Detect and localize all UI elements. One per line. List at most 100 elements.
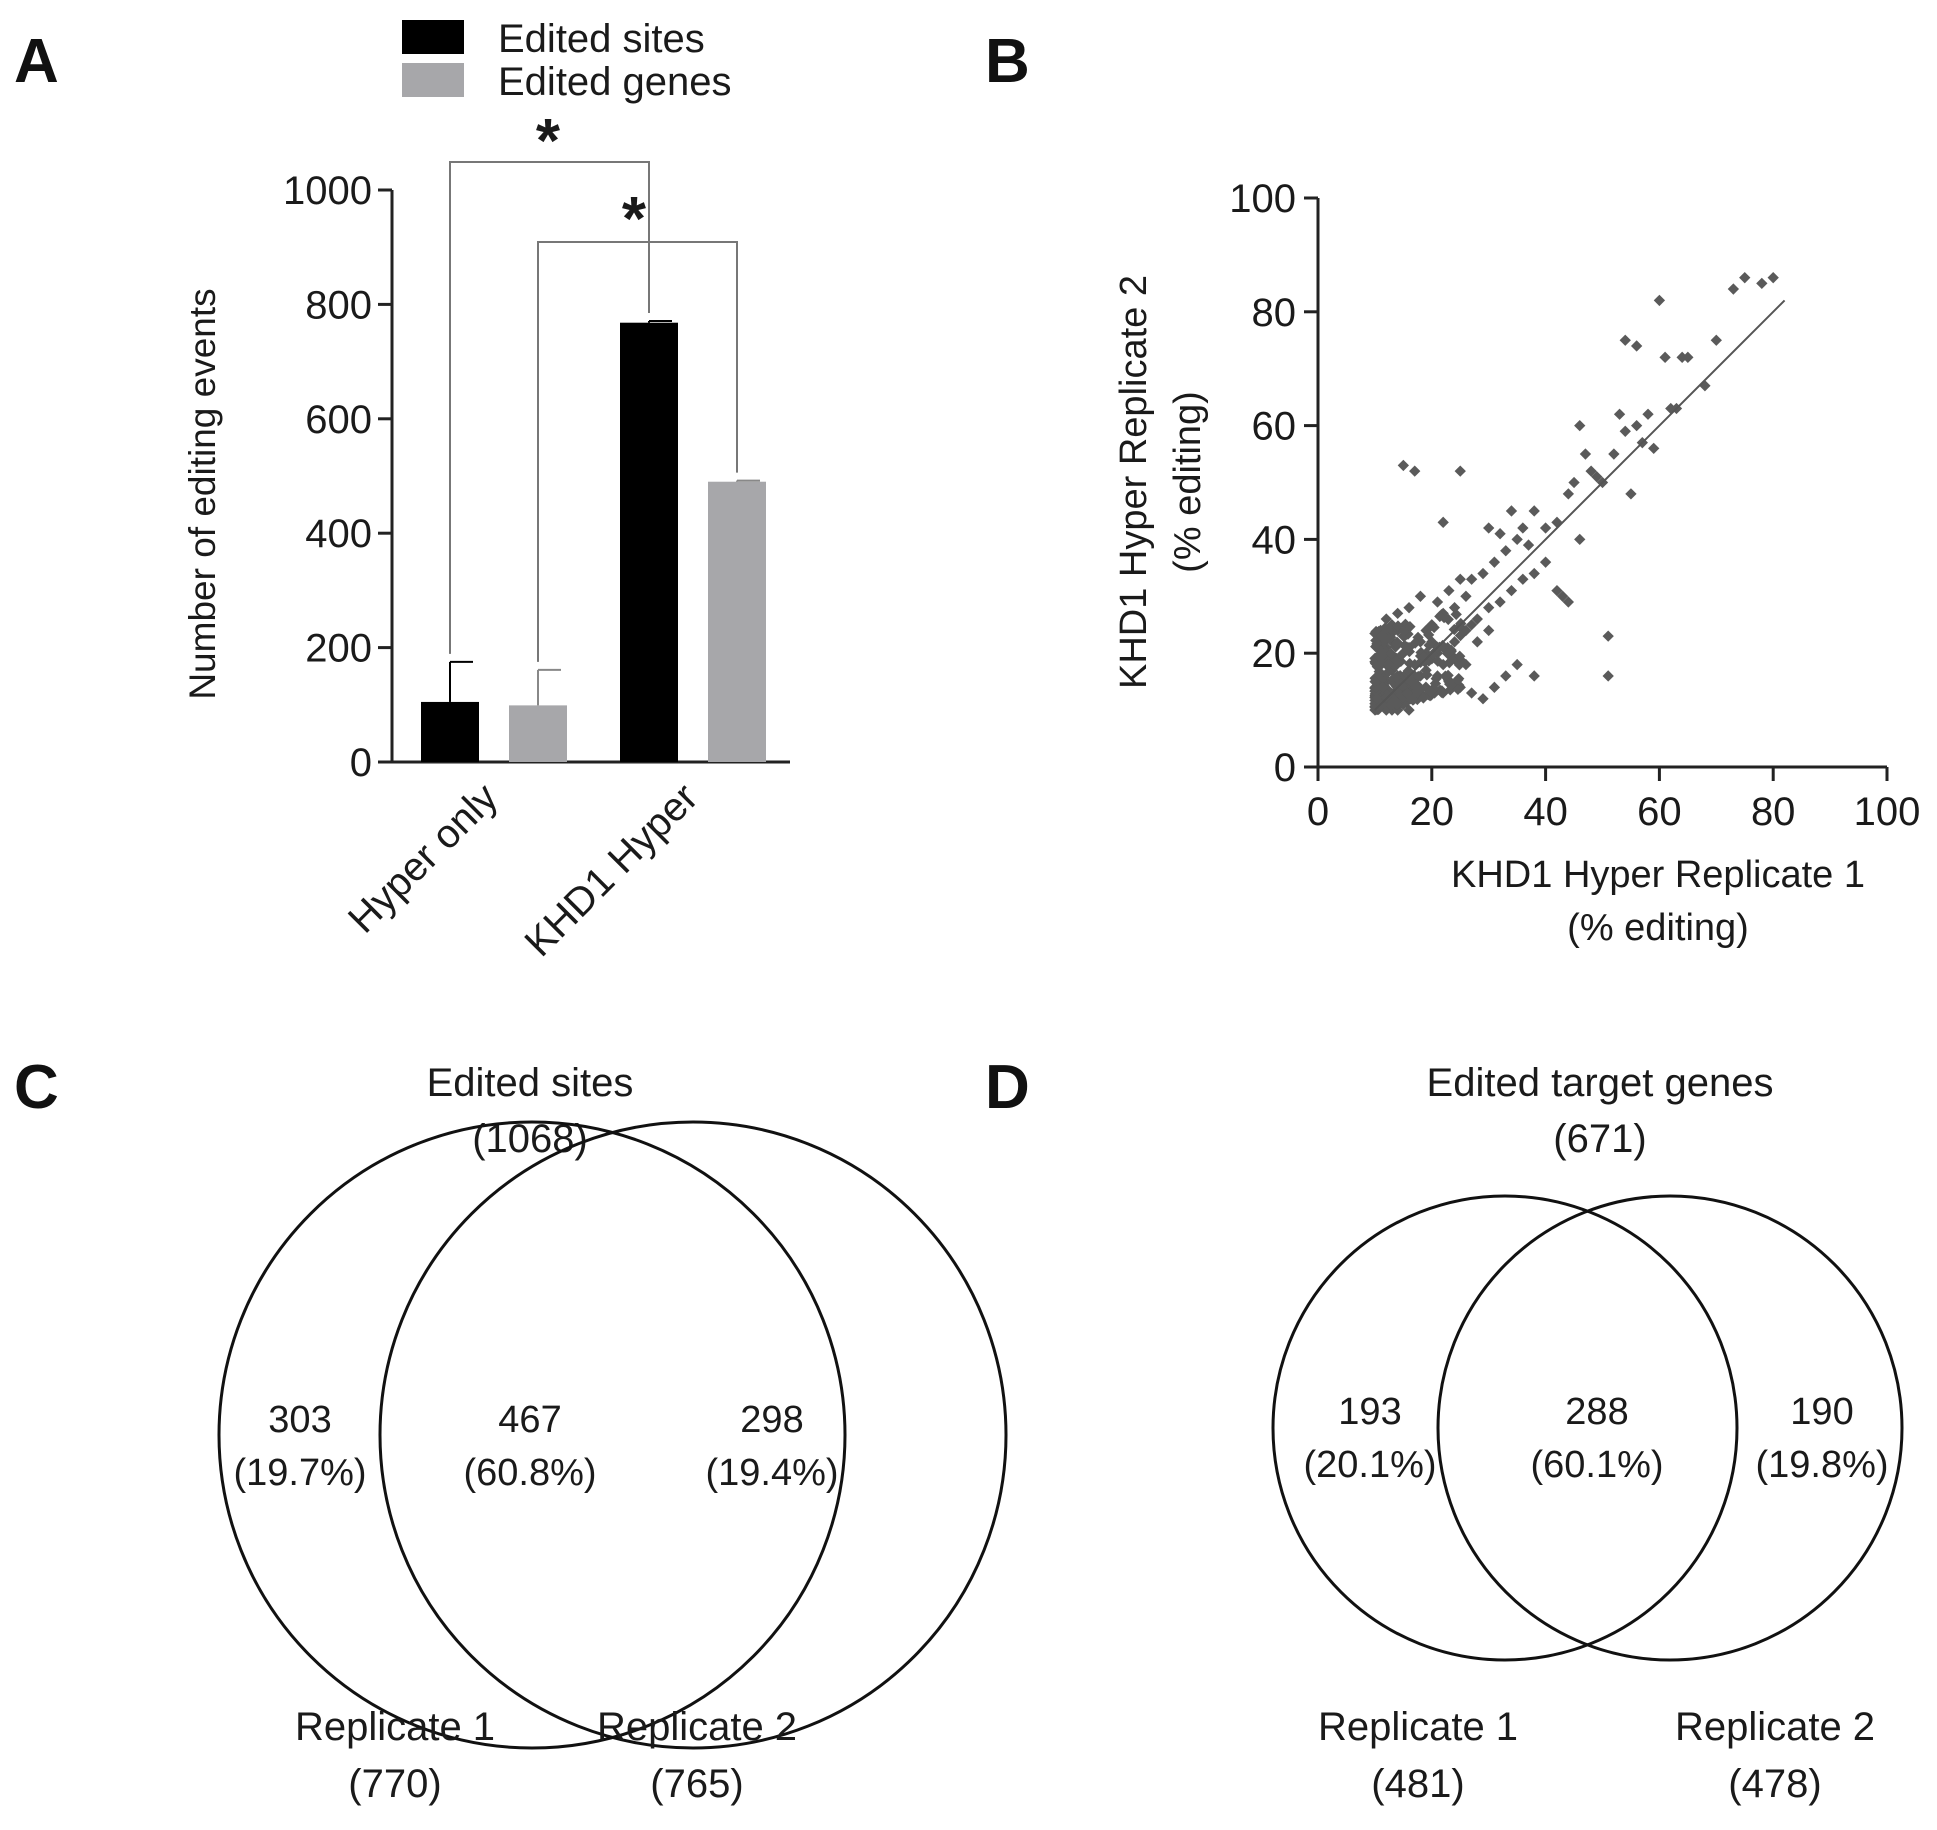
scatter-point xyxy=(1437,516,1449,528)
venn-c-set2-name: Replicate 2 xyxy=(597,1705,797,1749)
scatter-point xyxy=(1380,632,1392,645)
bar-y-tick-label: 1000 xyxy=(283,169,372,213)
scatter-point xyxy=(1528,567,1540,580)
scatter-point xyxy=(1739,272,1751,284)
significance-bracket-genes xyxy=(537,241,738,662)
scatter-point xyxy=(1417,692,1430,704)
scatter-point xyxy=(1397,459,1410,472)
scatter-point xyxy=(1483,602,1495,614)
scatter-point xyxy=(1424,685,1437,698)
scatter-point xyxy=(1539,556,1552,568)
scatter-point xyxy=(1659,351,1671,363)
venn-c-set1-name: Replicate 1 xyxy=(295,1705,495,1749)
bar-category-label: Hyper only xyxy=(340,775,506,941)
scatter-point xyxy=(1429,677,1442,690)
legend-swatch-sites xyxy=(402,20,464,54)
venn-c-left-pct: (19.7%) xyxy=(233,1452,366,1494)
scatter-point xyxy=(1421,669,1433,681)
scatter-point xyxy=(1465,573,1478,585)
bar-y-tick-label: 0 xyxy=(350,741,372,785)
scatter-point xyxy=(1442,613,1454,626)
scatter-point xyxy=(1500,670,1512,682)
scatter-point xyxy=(1767,272,1779,284)
scatter-point xyxy=(1727,283,1740,295)
scatter-point xyxy=(1562,488,1575,500)
scatter-point xyxy=(1585,465,1597,477)
scatter-point xyxy=(1448,636,1461,648)
scatter-point xyxy=(1648,442,1660,455)
scatter-point xyxy=(1453,659,1466,671)
scatter-point xyxy=(1452,674,1464,686)
venn-d-set2-count: (478) xyxy=(1728,1762,1821,1806)
scatter-point xyxy=(1500,545,1512,557)
regression-line xyxy=(1374,299,1786,711)
scatter-y-tick-label: 60 xyxy=(1252,405,1297,449)
scatter-point xyxy=(1454,650,1466,662)
scatter-y-tick-label: 20 xyxy=(1252,632,1297,676)
scatter-point xyxy=(1477,567,1489,580)
scatter-point xyxy=(1511,658,1523,671)
scatter-x-tick-label: 60 xyxy=(1637,790,1682,834)
bar-y-tick-label: 600 xyxy=(305,398,372,442)
scatter-point xyxy=(1477,693,1489,705)
bar-y-tick-label: 400 xyxy=(305,512,372,556)
scatter-point xyxy=(1404,657,1416,670)
scatter-point xyxy=(1517,573,1529,585)
scatter-point xyxy=(1676,351,1688,363)
scatter-point xyxy=(1488,681,1501,693)
venn-c-right-count: 298 xyxy=(740,1399,803,1441)
venn-d-left-pct: (20.1%) xyxy=(1303,1444,1436,1486)
scatter-point xyxy=(1630,340,1643,352)
scatter-point xyxy=(1465,619,1478,631)
significance-star: * xyxy=(622,185,647,254)
scatter-point xyxy=(1435,686,1448,698)
scatter-point xyxy=(1511,533,1523,546)
scatter-point xyxy=(1619,334,1631,346)
scatter-point xyxy=(1494,528,1506,540)
scatter-point xyxy=(1602,630,1614,642)
scatter-xlabel: KHD1 Hyper Replicate 1 xyxy=(1451,854,1865,896)
scatter-y-tick-label: 80 xyxy=(1252,291,1297,335)
scatter-point xyxy=(1442,647,1454,660)
scatter-point xyxy=(1423,621,1436,633)
scatter-point xyxy=(1574,419,1586,432)
venn-d-set1-name: Replicate 1 xyxy=(1318,1705,1518,1749)
venn-c-left-count: 303 xyxy=(268,1399,331,1441)
scatter-point xyxy=(1431,596,1444,608)
scatter-point xyxy=(1434,610,1446,623)
scatter-point xyxy=(1602,670,1614,682)
bar-sites xyxy=(620,322,678,762)
venn-d-circle-replicate-1 xyxy=(1271,1194,1739,1662)
scatter-point xyxy=(1528,505,1540,517)
scatter-point xyxy=(1385,648,1397,660)
legend-label-sites: Edited sites xyxy=(498,17,705,61)
scatter-point xyxy=(1390,672,1402,684)
scatter-point xyxy=(1414,590,1427,602)
bar-y-tick-label: 200 xyxy=(305,627,372,671)
scatter-point xyxy=(1391,637,1404,649)
scatter-point xyxy=(1699,380,1711,392)
venn-c-overlap-count: 467 xyxy=(498,1399,561,1441)
scatter-point xyxy=(1494,596,1506,608)
significance-bracket-sites xyxy=(449,161,650,654)
scatter-point xyxy=(1568,476,1580,489)
scatter-point xyxy=(1522,539,1535,551)
scatter-point xyxy=(1382,658,1394,671)
scatter-point xyxy=(1483,522,1495,534)
scatter-x-tick-label: 0 xyxy=(1307,790,1329,834)
scatter-point xyxy=(1619,425,1631,437)
venn-c-circle-replicate-1 xyxy=(217,1120,847,1750)
scatter-point xyxy=(1382,666,1394,678)
scatter-point xyxy=(1409,637,1421,649)
venn-d-right-count: 190 xyxy=(1790,1391,1853,1433)
scatter-point xyxy=(1539,522,1552,534)
scatter-point xyxy=(1505,505,1518,517)
scatter-point xyxy=(1528,670,1540,682)
scatter-point xyxy=(1574,533,1586,546)
scatter-point xyxy=(1517,522,1529,534)
legend-label-genes: Edited genes xyxy=(498,60,732,104)
scatter-y-tick-label: 0 xyxy=(1274,746,1296,790)
scatter-point xyxy=(1608,448,1620,460)
scatter-point xyxy=(1376,681,1389,694)
scatter-point xyxy=(1460,590,1472,602)
